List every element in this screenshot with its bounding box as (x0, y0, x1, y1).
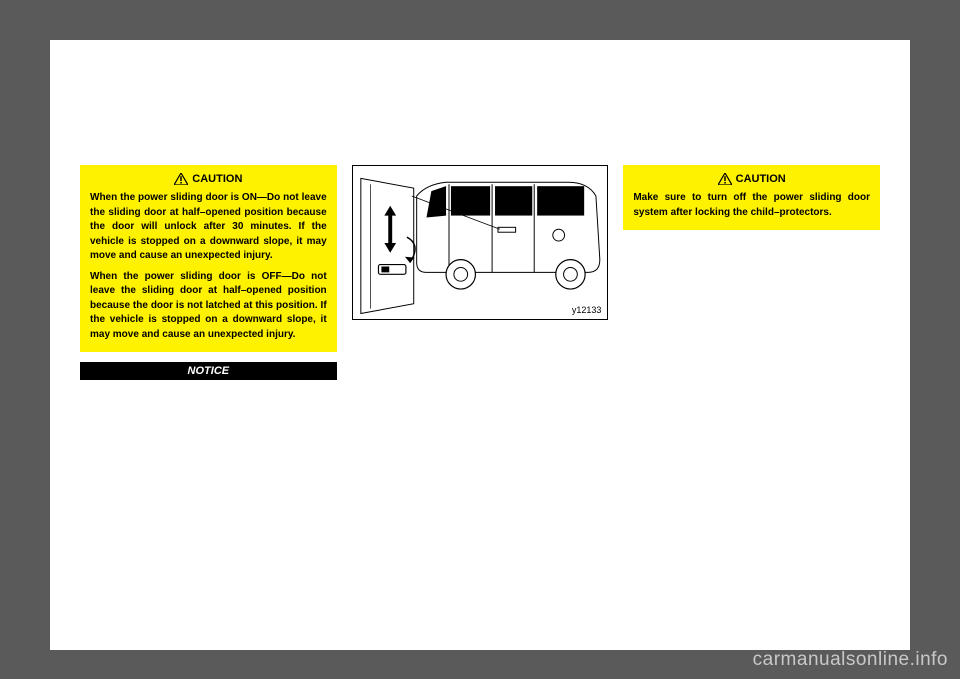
warning-triangle-icon (174, 173, 188, 185)
caution-para-1: When the power sliding door is ON—Do not… (90, 191, 327, 264)
notice-box: NOTICE (80, 362, 337, 380)
vehicle-svg (353, 166, 608, 319)
caution-heading-right: CAUTION (633, 173, 870, 185)
column-right: CAUTION Make sure to turn off the power … (623, 165, 880, 380)
caution-body-right: Make sure to turn off the power sliding … (633, 191, 870, 220)
caution-para-2: When the power sliding door is OFF—Do no… (90, 270, 327, 343)
illustration-id: y12133 (572, 305, 602, 315)
caution-heading-left: CAUTION (90, 173, 327, 185)
caution-heading-text: CAUTION (736, 173, 786, 185)
column-left: CAUTION When the power sliding door is O… (80, 165, 337, 380)
notice-label: NOTICE (188, 365, 230, 377)
vehicle-illustration: y12133 (352, 165, 609, 320)
caution-box-right: CAUTION Make sure to turn off the power … (623, 165, 880, 230)
caution-para-1: Make sure to turn off the power sliding … (633, 191, 870, 220)
watermark-text: carmanualsonline.info (753, 649, 948, 671)
caution-box-left: CAUTION When the power sliding door is O… (80, 165, 337, 352)
caution-heading-text: CAUTION (192, 173, 242, 185)
column-middle: y12133 (352, 165, 609, 380)
column-layout: CAUTION When the power sliding door is O… (50, 40, 910, 410)
caution-body-left: When the power sliding door is ON—Do not… (90, 191, 327, 342)
manual-page: CAUTION When the power sliding door is O… (50, 40, 910, 650)
warning-triangle-icon (718, 173, 732, 185)
